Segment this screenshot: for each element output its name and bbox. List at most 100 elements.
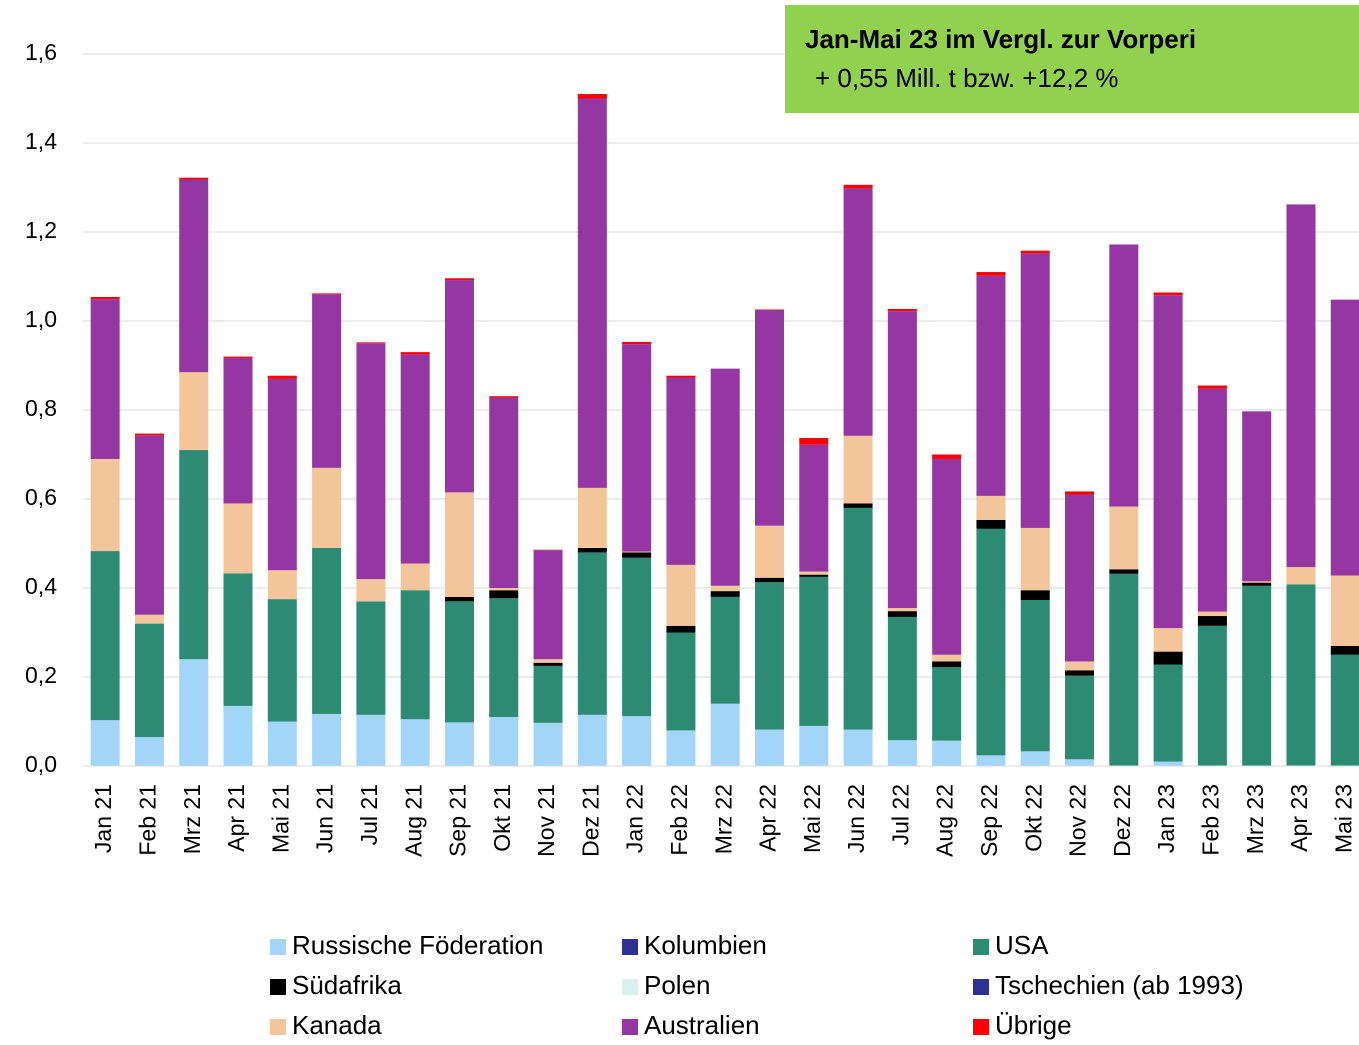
bar-segment — [1020, 751, 1050, 766]
bar-segment — [754, 309, 784, 526]
bar-segment — [1286, 204, 1316, 568]
x-tick-label: Feb 23 — [1197, 784, 1223, 856]
bar-segment — [932, 667, 962, 741]
bar-segment — [400, 563, 430, 591]
bar-segment — [577, 98, 607, 488]
bar-segment — [267, 375, 297, 379]
bar-segment — [1330, 299, 1359, 576]
bar-segment — [932, 654, 962, 662]
bar-segment — [179, 177, 209, 180]
legend-swatch — [973, 939, 989, 955]
x-tick-label: Mai 21 — [267, 784, 293, 853]
y-tick-label: 1,2 — [25, 217, 57, 243]
bar-segment — [1197, 625, 1227, 766]
bar-segment — [754, 582, 784, 730]
bar-segment — [666, 564, 696, 626]
bar-segment — [932, 661, 962, 668]
bar-segment — [622, 551, 652, 553]
bar-segment — [710, 703, 740, 766]
bar-segment — [489, 396, 519, 398]
y-tick-label: 0,0 — [25, 751, 57, 777]
bar-segment — [223, 705, 253, 766]
bar-segment — [843, 435, 873, 504]
bar-segment — [976, 528, 1006, 756]
y-tick-label: 0,6 — [25, 484, 57, 510]
bar-segment — [267, 599, 297, 722]
bar-segment — [799, 444, 829, 572]
bar-segment — [312, 294, 342, 468]
bar-segment — [622, 716, 652, 766]
bar-segment — [1242, 411, 1272, 582]
x-tick-label: Dez 22 — [1109, 784, 1135, 857]
bar-segment — [887, 308, 917, 312]
bar-segment — [444, 492, 474, 597]
bar-segment — [799, 438, 829, 445]
annotation-box — [785, 5, 1359, 113]
bar-segment — [799, 571, 829, 575]
x-tick-label: Mrz 22 — [710, 784, 736, 854]
annotation-title: Jan-Mai 23 im Vergl. zur Vorperi — [805, 24, 1196, 54]
bar-segment — [533, 662, 563, 666]
bar-segment — [356, 342, 386, 344]
bar-segment — [444, 596, 474, 602]
bar-segment — [932, 458, 962, 655]
bar-segment — [312, 293, 342, 295]
legend-swatch — [973, 1019, 989, 1035]
bar-segment — [312, 547, 342, 714]
bar-segment — [400, 719, 430, 766]
bar-segment — [1330, 654, 1359, 766]
legend-label: Australien — [644, 1010, 760, 1040]
bar-segment — [533, 665, 563, 723]
bar-segment — [489, 588, 519, 591]
x-tick-label: Feb 21 — [135, 784, 161, 856]
legend-label: Polen — [644, 970, 711, 1000]
legend-swatch — [270, 1019, 286, 1035]
bar-segment — [976, 755, 1006, 766]
bar-segment — [1242, 582, 1272, 586]
y-tick-label: 1,0 — [25, 306, 57, 332]
bar-segment — [312, 713, 342, 766]
bar-segment — [843, 184, 873, 189]
bar-segment — [577, 487, 607, 548]
legend-swatch — [270, 979, 286, 995]
bar-segment — [90, 720, 120, 766]
bar-segment — [887, 311, 917, 609]
x-tick-label: Mrz 21 — [179, 784, 205, 854]
bar-segment — [799, 725, 829, 766]
bar-segment — [666, 632, 696, 731]
x-tick-label: Jul 21 — [356, 784, 382, 845]
legend-swatch — [622, 939, 638, 955]
x-tick-label: Sep 21 — [445, 784, 471, 857]
bar-segment — [179, 659, 209, 766]
legend-label: Übrige — [995, 1010, 1072, 1040]
bar-segment — [1242, 585, 1272, 766]
bar-segment — [1020, 250, 1050, 254]
x-tick-label: Mai 22 — [799, 784, 825, 853]
bar-segment — [799, 574, 829, 577]
bar-segment — [754, 577, 784, 583]
bar-segment — [267, 570, 297, 600]
bar-segment — [134, 435, 164, 615]
bar-segment — [976, 272, 1006, 276]
x-tick-label: Aug 22 — [932, 784, 958, 857]
bar-segment — [710, 596, 740, 704]
bar-segment — [1020, 253, 1050, 528]
x-tick-label: Okt 22 — [1020, 784, 1046, 852]
x-tick-label: Nov 22 — [1065, 784, 1091, 857]
bar-segment — [622, 344, 652, 552]
legend-label: Südafrika — [292, 970, 402, 1000]
bar-segment — [444, 280, 474, 493]
bar-segment — [223, 357, 253, 504]
bar-segment — [90, 299, 120, 459]
bar-segment — [843, 729, 873, 766]
bar-segment — [356, 601, 386, 715]
annotation-text: + 0,55 Mill. t bzw. +12,2 % — [815, 63, 1119, 93]
y-tick-label: 0,4 — [25, 573, 57, 599]
bar-segment — [400, 590, 430, 720]
bar-segment — [577, 94, 607, 99]
bar-segment — [134, 623, 164, 738]
bar-segment — [489, 598, 519, 718]
bar-segment — [976, 275, 1006, 496]
bar-segment — [887, 608, 917, 612]
